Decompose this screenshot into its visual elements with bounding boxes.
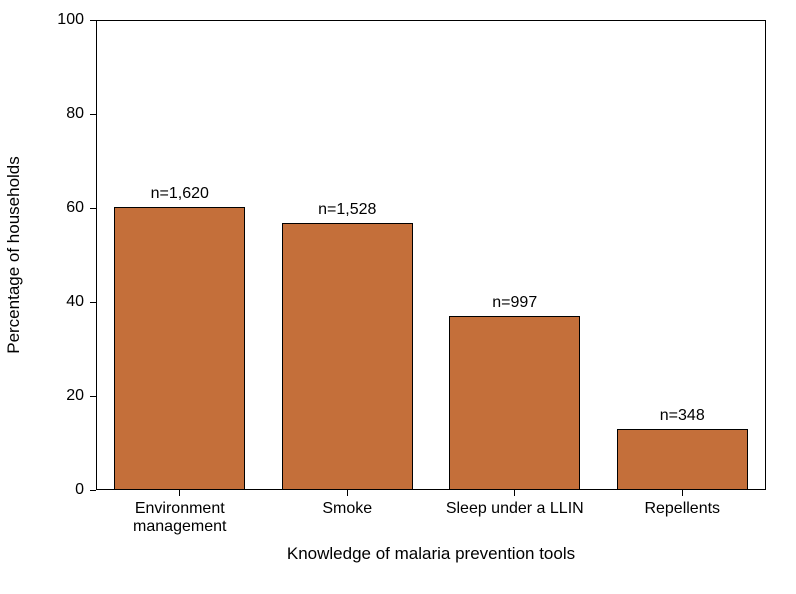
x-tick-label: Environment management (133, 500, 226, 537)
x-tick-label: Repellents (644, 500, 720, 518)
y-tick (90, 208, 96, 209)
bar (282, 223, 413, 490)
bar-chart: Percentage of households Knowledge of ma… (0, 0, 796, 594)
y-tick (90, 490, 96, 491)
y-tick (90, 114, 96, 115)
bar (449, 316, 580, 490)
bar (114, 207, 245, 490)
y-axis-title: Percentage of households (4, 156, 24, 354)
y-tick-label: 40 (0, 293, 84, 311)
x-tick (682, 490, 683, 496)
y-tick-label: 20 (0, 387, 84, 405)
bar-annotation: n=997 (492, 294, 537, 312)
x-tick (514, 490, 515, 496)
y-tick-label: 0 (0, 481, 84, 499)
x-tick (179, 490, 180, 496)
bar-annotation: n=1,620 (151, 185, 209, 203)
x-tick-label: Smoke (322, 500, 372, 518)
y-tick (90, 20, 96, 21)
y-tick (90, 396, 96, 397)
bar (617, 429, 748, 490)
y-tick-label: 80 (0, 105, 84, 123)
bar-annotation: n=1,528 (318, 201, 376, 219)
y-tick-label: 60 (0, 199, 84, 217)
x-axis-title: Knowledge of malaria prevention tools (287, 544, 575, 564)
y-tick (90, 302, 96, 303)
bar-annotation: n=348 (660, 407, 705, 425)
x-tick (347, 490, 348, 496)
x-tick-label: Sleep under a LLIN (446, 500, 584, 518)
y-tick-label: 100 (0, 11, 84, 29)
